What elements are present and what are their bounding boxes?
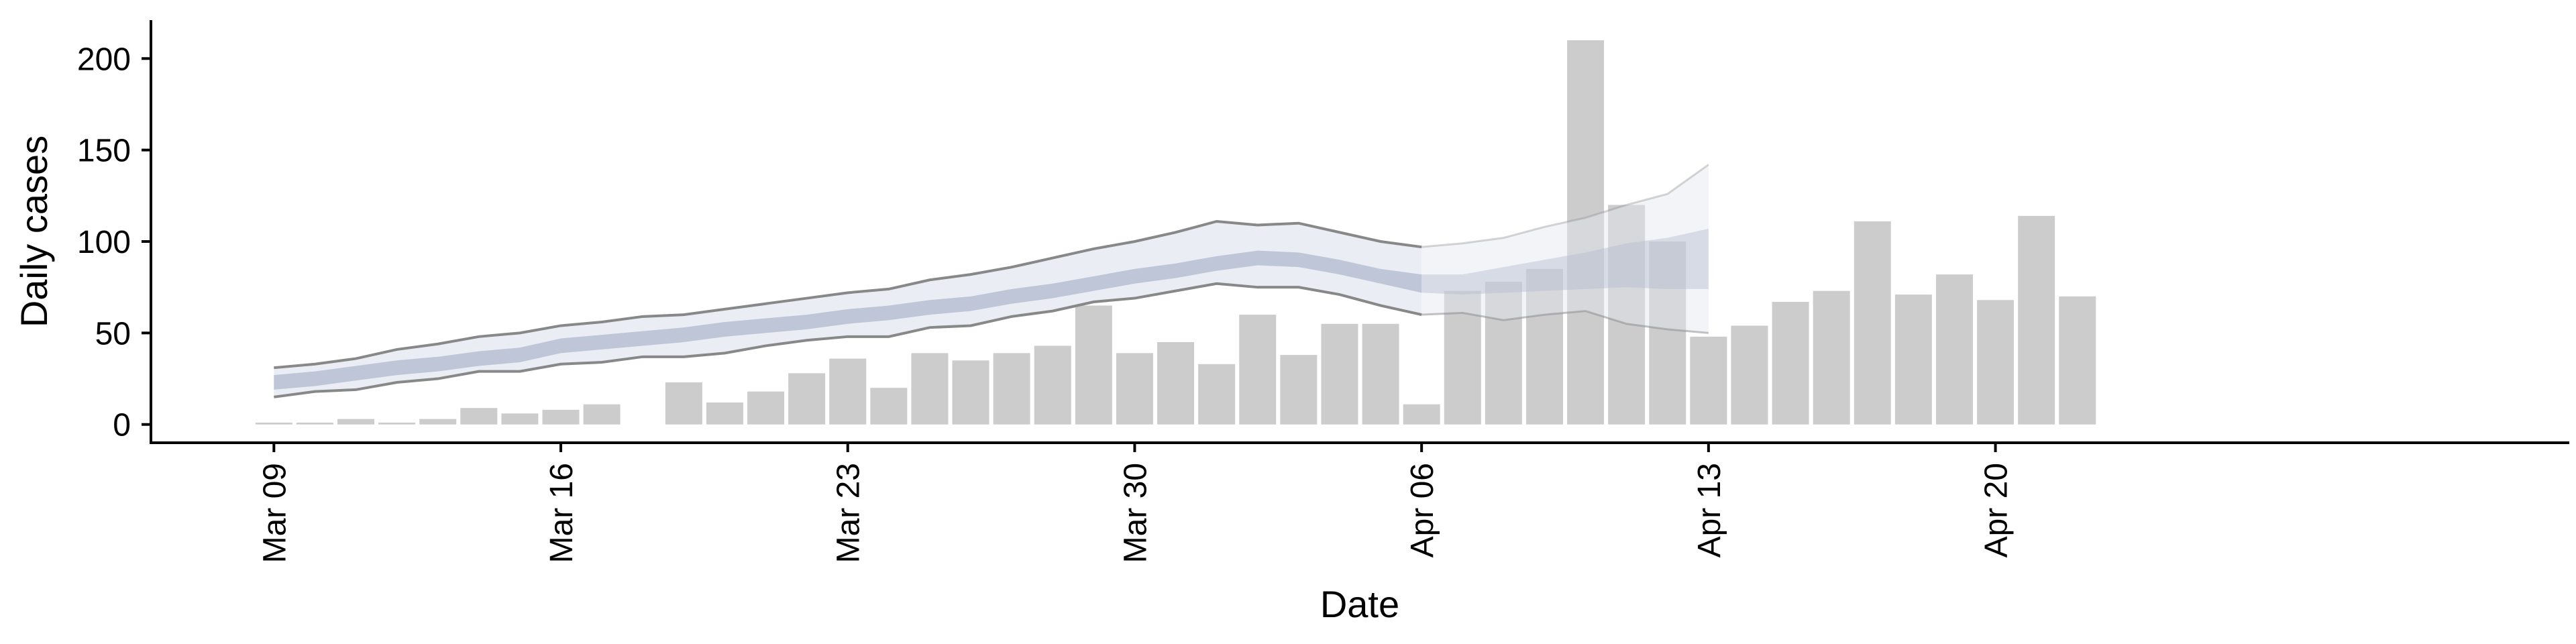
y-tick-label: 0 [113,408,131,443]
bar [1649,241,1686,425]
x-ticks: Mar 09 Mar 16 Mar 23 Mar 30 Apr 06 Apr 13 Apr … [257,443,2015,563]
bar [952,360,989,425]
bar [296,423,333,425]
bar [1239,315,1277,425]
bar [2018,215,2055,425]
bar [1608,205,1646,425]
bar [1772,302,1809,425]
bar [1198,364,1236,425]
y-tick-label: 100 [77,225,131,260]
upper-bound-line-forecast [1421,164,1709,248]
bar [378,423,416,425]
bar [1034,345,1071,425]
x-tick-label: Mar 30 [1118,463,1153,563]
bar [706,402,743,425]
x-tick-label: Apr 20 [1979,463,2015,557]
bar [1485,282,1522,425]
upper-bound-line [274,219,1422,370]
bar [1362,323,1399,425]
bar [1157,342,1195,425]
outer-band-forecast [1421,164,1709,333]
inner-band-forecast [1421,228,1709,295]
bar [870,388,908,425]
bar [747,391,785,425]
bar [1894,294,1932,425]
bar [501,413,539,425]
bar [911,353,949,425]
y-tick-label: 150 [77,133,131,169]
x-tick-label: Apr 06 [1405,463,1440,557]
bar [829,358,867,425]
x-tick-label: Mar 23 [831,463,867,563]
x-tick-label: Mar 16 [544,463,580,563]
bar [1690,336,1727,425]
bar [1280,355,1318,425]
bar [1525,268,1563,425]
y-tick-label: 50 [95,316,131,352]
bar [665,382,702,425]
bar [1935,274,1973,425]
bars-layer [255,40,2096,425]
bar [2059,296,2096,425]
axes-layer [150,20,2569,444]
lower-bound-line [274,282,1422,398]
y-tick-label: 200 [77,42,131,77]
bar [1731,325,1768,425]
bar [419,419,457,425]
inner-band-nowcast [274,250,1422,390]
x-tick-label: Mar 09 [257,463,292,563]
bar [583,404,621,425]
y-ticks: 0 50 100 150 200 [77,42,151,443]
bar [1403,404,1440,425]
bar [1075,305,1112,425]
bar [788,373,826,425]
bar [460,408,498,425]
bar [1977,300,2015,425]
estimate-layer [274,164,1709,398]
bar [1567,40,1605,425]
bar [1321,323,1358,425]
bar [542,409,580,425]
bar [1854,221,1891,425]
bar [1116,353,1153,425]
bar [255,423,292,425]
lower-bound-line-forecast [1421,310,1709,334]
y-axis-title: Daily cases [13,136,55,327]
bar [337,419,375,425]
bar [1813,290,1850,425]
x-axis-title: Date [1320,583,1399,625]
bar [993,353,1030,425]
x-tick-label: Apr 13 [1692,463,1727,557]
